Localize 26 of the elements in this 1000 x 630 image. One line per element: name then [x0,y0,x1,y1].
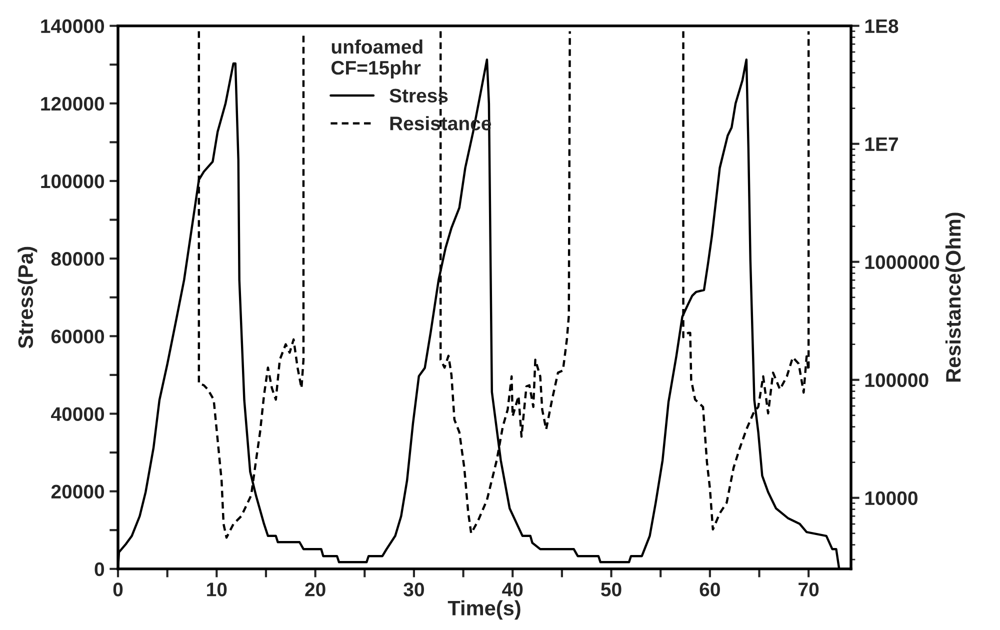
x-tick-label: 30 [404,582,424,596]
x-tick-label: 70 [798,582,819,596]
x-tick-label: 60 [700,582,720,596]
x-tick-label: 40 [502,582,523,596]
legend-title: unfoamed CF=15phr [331,39,422,79]
legend-label: Stress [390,88,448,103]
y-axis-title: Stress(Pa) [18,246,38,348]
x-tick-label: 50 [601,582,622,596]
y2-tick-label: 1E7 [865,138,898,151]
y-tick-label: 80000 [51,252,104,266]
y2-tick-label: 1E8 [865,19,898,34]
y2-tick-label: 1000000 [865,255,940,270]
y-tick-label: 100000 [41,174,104,188]
y-tick-label: 20000 [51,484,104,499]
y-tick-label: 40000 [51,407,104,421]
y-tick-label: 0 [94,562,104,576]
y2-axis-title: Resistance(Ohm) [945,212,965,382]
x-tick-label: 20 [305,582,326,596]
x-tick-label: 10 [207,582,227,596]
y2-tick-label: 100000 [865,373,928,388]
y2-tick-label: 10000 [865,491,918,506]
x-tick-label: 0 [113,582,123,596]
x-axis-title: Time(s) [448,600,520,620]
y-tick-label: 140000 [41,19,104,34]
y-tick-label: 120000 [41,96,104,111]
y-tick-label: 60000 [51,330,104,344]
